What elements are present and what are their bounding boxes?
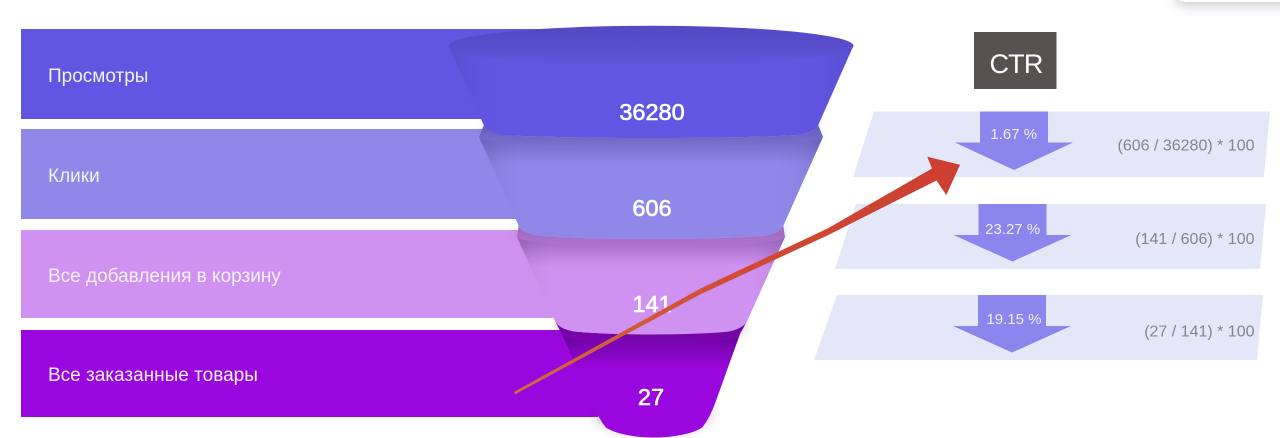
svg-text:Клики: Клики (48, 166, 100, 187)
svg-text:(27 / 141) * 100: (27 / 141) * 100 (1144, 324, 1254, 341)
svg-text:Все заказанные товары: Все заказанные товары (48, 365, 258, 386)
svg-text:23.27 %: 23.27 % (985, 221, 1040, 238)
svg-text:36280: 36280 (619, 99, 684, 125)
svg-text:141: 141 (632, 291, 671, 317)
svg-text:Все добавления в корзину: Все добавления в корзину (48, 266, 281, 287)
svg-text:19.15 %: 19.15 % (986, 311, 1041, 328)
svg-text:(606 / 36280) * 100: (606 / 36280) * 100 (1118, 138, 1255, 155)
svg-text:CTR: CTR (989, 49, 1042, 79)
svg-text:Просмотры: Просмотры (48, 66, 148, 87)
svg-text:1.67 %: 1.67 % (990, 126, 1037, 143)
svg-text:(141 / 606) * 100: (141 / 606) * 100 (1135, 231, 1254, 248)
svg-text:27: 27 (638, 384, 664, 410)
svg-text:606: 606 (632, 195, 671, 221)
